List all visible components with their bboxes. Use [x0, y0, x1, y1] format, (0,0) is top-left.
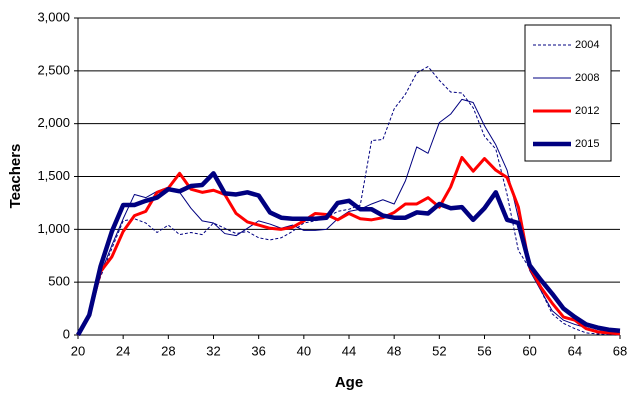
y-tick-label: 2,500	[37, 62, 70, 77]
x-tick-label: 36	[251, 343, 265, 358]
x-tick-label: 68	[613, 343, 627, 358]
y-tick-label: 2,000	[37, 115, 70, 130]
legend-box	[524, 24, 612, 162]
x-tick-label: 64	[568, 343, 582, 358]
x-tick-label: 28	[161, 343, 175, 358]
y-tick-label: 1,500	[37, 168, 70, 183]
y-tick-label: 500	[48, 274, 70, 289]
series-line	[76, 155, 621, 336]
legend-label: 2004	[575, 39, 599, 51]
x-tick-label: 44	[342, 343, 356, 358]
legend-label: 2008	[575, 72, 599, 84]
x-tick-label: 32	[206, 343, 220, 358]
x-tick-label: 48	[387, 343, 401, 358]
legend-label: 2012	[575, 105, 599, 117]
series-line	[76, 171, 621, 337]
y-tick-label: 1,000	[37, 221, 70, 236]
y-axis-label: Teachers	[7, 144, 24, 209]
y-tick-label: 0	[63, 326, 70, 341]
x-tick-label: 56	[477, 343, 491, 358]
legend-label: 2015	[575, 138, 599, 150]
x-tick-label: 20	[71, 343, 85, 358]
x-tick-label: 60	[522, 343, 536, 358]
series-line	[77, 66, 621, 336]
x-axis-label: Age	[335, 374, 363, 391]
y-tick-label: 3,000	[37, 9, 70, 24]
x-tick-label: 40	[297, 343, 311, 358]
x-tick-label: 52	[432, 343, 446, 358]
x-tick-label: 24	[116, 343, 130, 358]
